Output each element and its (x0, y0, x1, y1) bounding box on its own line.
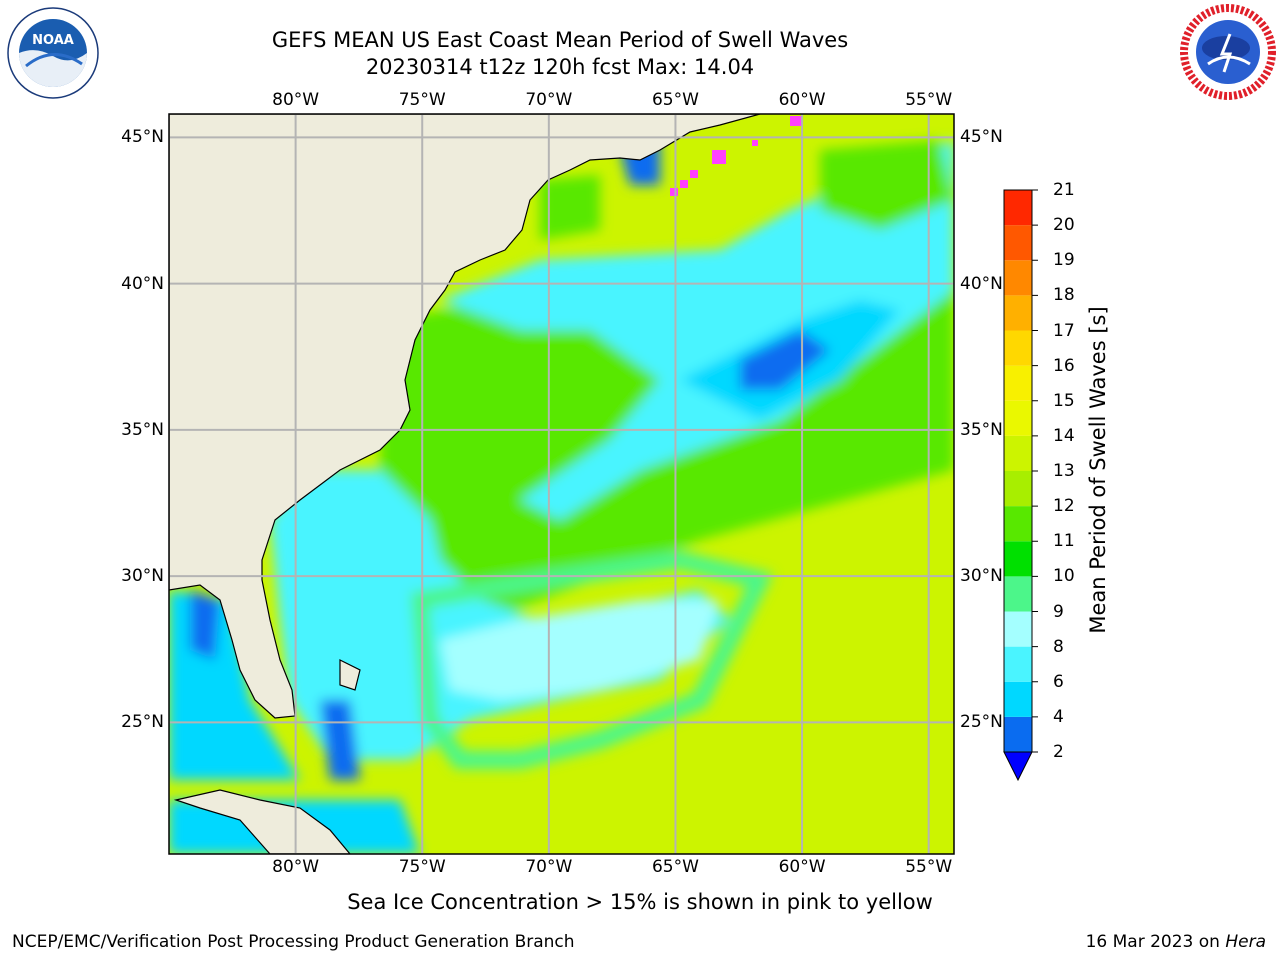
colorbar-tick-label: 20 (1053, 215, 1075, 236)
latitude-label: 30°N (960, 566, 1003, 587)
colorbar-tick-label: 19 (1053, 250, 1075, 271)
footer-date: 16 Mar 2023 on Hera (1086, 932, 1266, 952)
longitude-label: 80°W (272, 90, 320, 110)
colorbar-label: Mean Period of Swell Waves [s] (1086, 306, 1110, 634)
colorbar-segment (1004, 225, 1032, 261)
longitude-label: 55°W (905, 857, 953, 877)
colorbar-tick-label: 13 (1053, 461, 1075, 481)
footer-credit: NCEP/EMC/Verification Post Processing Pr… (12, 932, 575, 952)
latitude-label: 45°N (121, 127, 164, 148)
colorbar-segment (1004, 260, 1032, 296)
latitude-label: 40°N (960, 273, 1003, 294)
latitude-label: 25°N (960, 712, 1003, 733)
latitude-label: 40°N (121, 273, 164, 294)
swell-field-contours (169, 140, 954, 854)
longitude-label: 70°W (525, 90, 573, 110)
colorbar-segment (1004, 365, 1032, 401)
latitude-label: 35°N (121, 419, 164, 440)
colorbar-tick-label: 8 (1053, 636, 1064, 657)
colorbar-segment (1004, 681, 1032, 717)
colorbar-tick-label: 10 (1053, 566, 1075, 587)
colorbar-tick-label: 15 (1053, 390, 1075, 411)
colorbar-segment (1004, 295, 1032, 331)
colorbar-segment (1004, 471, 1032, 507)
latitude-label: 35°N (960, 419, 1003, 440)
colorbar-tick-label: 12 (1053, 496, 1075, 517)
longitude-label: 75°W (398, 857, 446, 877)
colorbar-tick-label: 4 (1053, 706, 1064, 727)
noaa-logo: NOAA (7, 7, 99, 99)
latitude-label: 45°N (960, 127, 1003, 148)
colorbar-segment (1004, 611, 1032, 647)
chart-title: GEFS MEAN US East Coast Mean Period of S… (271, 28, 849, 52)
colorbar-segment (1004, 330, 1032, 366)
colorbar-segment (1004, 190, 1032, 226)
colorbar-tick-label: 21 (1053, 180, 1075, 200)
colorbar-segment (1004, 400, 1032, 436)
latitude-label: 25°N (121, 712, 164, 733)
longitude-label: 70°W (525, 857, 573, 877)
colorbar-tick-label: 2 (1053, 742, 1064, 762)
colorbar-extend-min (1003, 751, 1033, 782)
longitude-label: 65°W (651, 857, 699, 877)
map-frame (168, 113, 955, 855)
longitude-label: 55°W (905, 90, 953, 110)
noaa-logo-text: NOAA (32, 33, 74, 48)
colorbar-segment (1004, 646, 1032, 682)
longitude-label: 65°W (651, 90, 699, 110)
colorbar-tick-label: 9 (1053, 601, 1064, 622)
longitude-label: 60°W (778, 90, 826, 110)
colorbar-segment (1004, 576, 1032, 612)
colorbar (1003, 189, 1038, 782)
colorbar-segment (1004, 716, 1032, 752)
map-grid (169, 114, 954, 854)
colorbar-tick-label: 14 (1053, 425, 1075, 446)
longitude-label: 80°W (272, 857, 320, 877)
colorbar-tick-label: 18 (1053, 285, 1075, 306)
national-weather-service-logo (1180, 4, 1276, 100)
colorbar-segment (1004, 541, 1032, 577)
colorbar-tick-label: 11 (1053, 531, 1075, 552)
footer-date-text: 16 Mar 2023 on (1085, 932, 1226, 952)
latitude-label: 30°N (121, 566, 164, 587)
colorbar-tick-label: 17 (1053, 320, 1075, 341)
colorbar-segment (1004, 506, 1032, 542)
sea-ice-caption: Sea Ice Concentration > 15% is shown in … (347, 890, 933, 914)
land-mass (169, 114, 761, 854)
longitude-label: 60°W (778, 857, 826, 877)
footer-machine: Hera (1225, 932, 1266, 952)
sea-ice-patches (670, 116, 802, 196)
colorbar-tick-label: 16 (1053, 355, 1075, 376)
colorbar-tick-label: 6 (1053, 671, 1064, 692)
chart-subtitle: 20230314 t12z 120h fcst Max: 14.04 (365, 55, 755, 79)
colorbar-segment (1004, 435, 1032, 471)
longitude-label: 75°W (398, 90, 446, 110)
